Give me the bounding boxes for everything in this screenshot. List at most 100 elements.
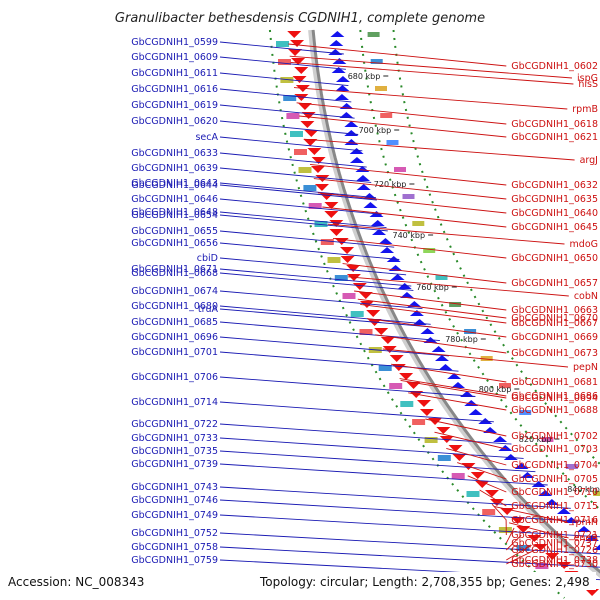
reverse-feature-arrow — [330, 31, 345, 37]
accession-text: Accession: NC_008343 — [8, 575, 144, 589]
reverse-feature-arrow — [447, 373, 462, 379]
forward-feature-arrow — [329, 229, 344, 236]
cog-block — [308, 203, 322, 209]
reverse-feature-arrow — [344, 121, 359, 127]
left-gene-label: GbCGDNIH1_0639 — [131, 163, 218, 174]
right-gene-label: GbCGDNIH1_0704 — [511, 460, 598, 471]
left-gene-label: GbCGDNIH1_0743 — [131, 482, 218, 493]
tick-label: 680 kbp — [348, 72, 381, 81]
forward-feature-arrow — [324, 202, 339, 209]
reverse-feature-arrow — [538, 490, 553, 496]
right-gene-label: GbCGDNIH1_0618 — [511, 119, 598, 130]
left-gene-label: GbCGDNIH1_0611 — [131, 68, 218, 79]
forward-feature-arrow — [329, 220, 344, 227]
reverse-feature-arrow — [544, 499, 559, 505]
right-gene-label: GbCGDNIH1_0670 — [511, 313, 598, 324]
cog-block — [402, 194, 415, 199]
left-gene-label: GbCGDNIH1_0706 — [131, 372, 218, 383]
left-connector — [219, 198, 382, 215]
forward-feature-arrow — [489, 499, 504, 506]
right-connector — [357, 298, 507, 319]
right-gene-label: mdoG — [570, 239, 598, 250]
left-connector — [219, 268, 412, 287]
left-gene-label: GbCGDNIH1_0609 — [131, 52, 218, 63]
tick-layer: 680 kbp 700 kbp 720 kbp 740 kbp 760 kbp 780 k… — [348, 72, 600, 494]
right-connector — [342, 263, 507, 284]
forward-feature-arrow — [300, 121, 315, 128]
right-gene-label: engB — [574, 533, 598, 544]
left-connector — [219, 486, 571, 509]
left-connector — [219, 463, 548, 486]
left-gene-label: secA — [195, 132, 218, 143]
forward-feature-arrow — [366, 310, 381, 317]
forward-feature-arrow — [287, 31, 302, 38]
right-gene-label: GbCGDNIH1_0703 — [511, 444, 598, 455]
forward-feature-arrow — [311, 157, 326, 164]
right-gene-label: GbCGDNIH1_0681 — [511, 377, 598, 388]
right-connector — [508, 522, 569, 539]
left-connector — [219, 321, 440, 342]
reverse-feature-arrow — [349, 148, 364, 154]
forward-feature-arrow — [452, 454, 467, 461]
left-connector — [219, 257, 407, 276]
left-connector — [219, 514, 600, 538]
right-gene-label: GbCGDNIH1_0621 — [511, 132, 598, 143]
reverse-feature-arrow — [514, 463, 529, 469]
cog-block — [276, 41, 289, 47]
left-gene-label: GbCGDNIH1_0671 — [131, 264, 218, 275]
forward-feature-arrow — [288, 49, 303, 56]
reverse-feature-arrow — [420, 328, 435, 334]
reverse-feature-arrow — [438, 364, 453, 370]
map-title: Granulibacter bethesdensis CGDNIH1, comp… — [115, 11, 485, 26]
left-gene-label: GbCGDNIH1_0749 — [131, 510, 218, 521]
right-gene-label: pepN — [573, 362, 598, 373]
right-connector — [303, 138, 575, 161]
forward-feature-arrow — [484, 490, 499, 497]
left-connector — [219, 437, 524, 459]
forward-feature-arrow — [303, 139, 318, 146]
right-gene-label: hisS — [578, 79, 598, 90]
right-connector — [425, 418, 507, 437]
cog-block — [400, 401, 414, 407]
forward-feature-arrow — [475, 481, 490, 488]
cog-block — [342, 293, 356, 299]
forward-feature-arrow — [406, 382, 421, 389]
cog-block — [412, 221, 425, 226]
forward-feature-arrow — [448, 445, 463, 452]
cog-block — [359, 329, 373, 335]
right-gene-label: GbCGDNIH1_0737 — [511, 538, 598, 549]
forward-feature-arrow — [359, 301, 374, 308]
left-connector — [219, 184, 377, 201]
right-connector — [467, 475, 507, 493]
forward-feature-arrow — [352, 283, 367, 290]
right-connector — [360, 303, 507, 324]
cog-block — [294, 149, 307, 155]
forward-feature-arrow — [585, 589, 600, 596]
left-gene-label: GbCGDNIH1_0735 — [131, 446, 218, 457]
right-gene-label: GbCGDNIH1_0635 — [511, 194, 598, 205]
forward-feature-arrow — [527, 535, 542, 542]
right-gene-label: rpmB — [572, 104, 598, 115]
right-connector — [399, 378, 507, 397]
forward-feature-arrow — [324, 211, 339, 218]
forward-feature-arrow — [389, 355, 404, 362]
right-connector — [288, 43, 507, 67]
right-dotted-ring — [268, 29, 566, 599]
left-gene-label: GbCGDNIH1_0619 — [131, 100, 218, 111]
cog-block — [303, 185, 317, 191]
cog-block — [283, 95, 297, 101]
left-label-layer: GbCGDNIH1_0599 GbCGDNIH1_0609 GbCGDNIH1_06… — [131, 37, 600, 581]
reverse-feature-arrow — [363, 202, 378, 208]
left-connector — [219, 182, 377, 199]
left-connector — [219, 376, 476, 397]
right-connector — [391, 363, 507, 383]
forward-feature-arrow — [292, 76, 307, 83]
cog-block — [449, 302, 462, 307]
map-backbone-layer — [268, 29, 600, 599]
right-gene-label: GbCGDNIH1_0715 — [511, 501, 598, 512]
cog-block — [516, 545, 530, 551]
left-connector — [219, 546, 600, 568]
reverse-feature-arrow — [468, 409, 483, 415]
cog-block — [380, 113, 393, 118]
right-connector — [408, 392, 507, 411]
